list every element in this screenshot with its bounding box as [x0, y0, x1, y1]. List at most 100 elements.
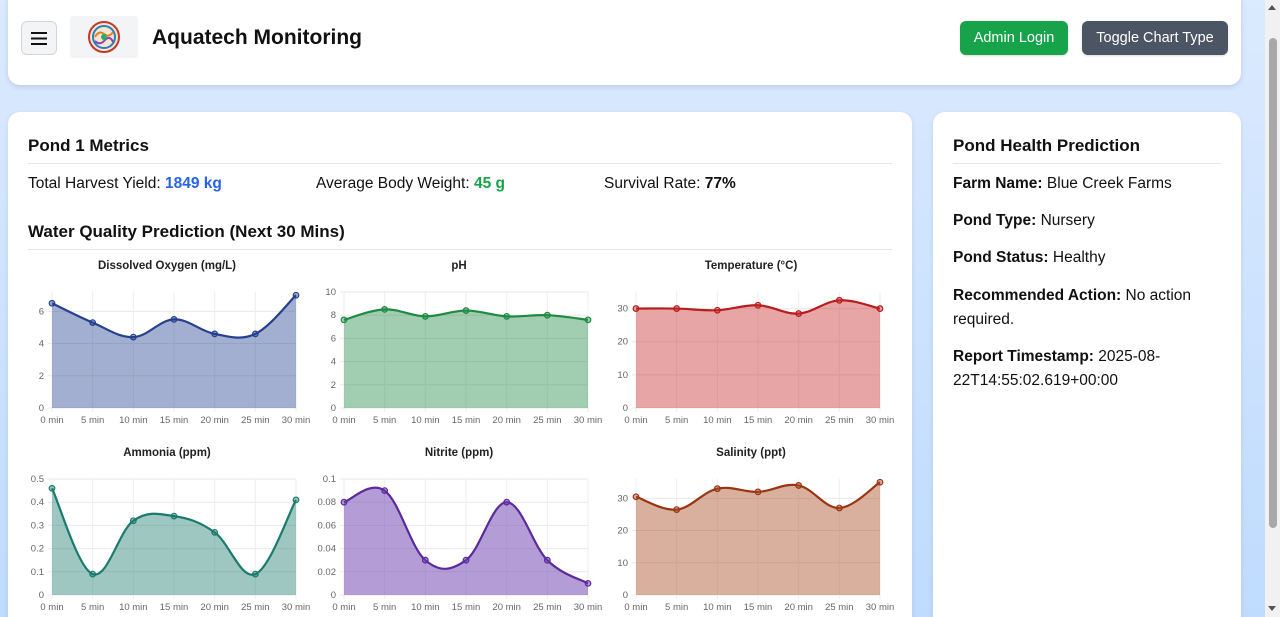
data-point[interactable]: [795, 482, 803, 489]
y-tick-label: 10: [617, 558, 628, 569]
hamburger-icon: [31, 31, 47, 45]
y-tick-label: 20: [617, 526, 628, 537]
recommended-action-value: No action required.: [953, 287, 1192, 328]
data-point[interactable]: [713, 306, 721, 314]
x-tick-label: 30 min: [282, 415, 311, 426]
x-tick-label: 10 min: [119, 415, 148, 426]
harvest-yield-metric: Total Harvest Yield: 1849 kg: [28, 175, 222, 193]
x-tick-label: 0 min: [332, 415, 355, 426]
menu-button[interactable]: [21, 21, 57, 55]
data-point[interactable]: [170, 512, 178, 520]
body-weight-metric: Average Body Weight: 45 g: [316, 175, 505, 193]
data-point[interactable]: [543, 311, 551, 319]
data-point[interactable]: [835, 296, 843, 304]
pond-status-label: Pond Status:: [953, 249, 1049, 266]
chart-plot: 0 0.1 0.2 0.3 0.4 0.5 0 min 5 min 10 min 15 min 20…: [31, 474, 311, 613]
chart-dissolved-oxygen: Dissolved Oxygen (mg/L) 0 2 4 6 0 min 5 min 10…: [22, 260, 312, 440]
data-point[interactable]: [89, 570, 97, 578]
x-tick-label: 5 min: [373, 602, 396, 613]
toggle-chart-type-button[interactable]: Toggle Chart Type: [1082, 21, 1228, 55]
divider: [953, 163, 1221, 164]
recommended-action-row: Recommended Action: No action required.: [953, 284, 1228, 332]
x-tick-label: 25 min: [825, 415, 854, 426]
scroll-up-arrow-icon[interactable]: [1268, 5, 1276, 10]
data-point[interactable]: [292, 291, 300, 299]
chart-ph: pH 0 2 4 6 8 10 0 min 5 min 10 min 15 min 20 min 25…: [314, 260, 604, 440]
data-point[interactable]: [340, 316, 348, 324]
chart-title: pH: [451, 260, 467, 272]
data-point[interactable]: [673, 506, 681, 514]
x-tick-label: 0 min: [624, 415, 647, 426]
divider: [28, 163, 892, 164]
x-tick-label: 10 min: [119, 602, 148, 613]
data-point[interactable]: [89, 319, 97, 327]
data-point[interactable]: [795, 310, 803, 317]
y-tick-label: 0.06: [318, 520, 337, 531]
x-tick-label: 20 min: [492, 415, 521, 426]
x-tick-label: 15 min: [160, 602, 189, 613]
x-tick-label: 25 min: [241, 415, 270, 426]
divider: [28, 249, 892, 250]
data-point[interactable]: [211, 528, 219, 536]
data-point[interactable]: [835, 504, 843, 512]
chart-plot: 0 2 4 6 8 10 0 min 5 min 10 min 15 min 20 min 25 mi…: [325, 287, 603, 426]
data-point[interactable]: [129, 333, 137, 341]
data-point[interactable]: [48, 299, 56, 307]
data-point[interactable]: [584, 316, 592, 324]
chart-ammonia: Ammonia (ppm) 0 0.1 0.2 0.3 0.4 0.5 0 min 5 min…: [22, 447, 312, 617]
data-point[interactable]: [503, 312, 511, 320]
pond-health-title: Pond Health Prediction: [953, 136, 1141, 155]
data-point[interactable]: [129, 517, 137, 525]
x-tick-label: 30 min: [282, 602, 311, 613]
chart-title: Ammonia (ppm): [123, 447, 211, 459]
data-point[interactable]: [251, 330, 259, 338]
data-point[interactable]: [381, 306, 389, 313]
data-point[interactable]: [876, 478, 884, 486]
series-area: [52, 295, 296, 408]
y-tick-label: 0.02: [318, 567, 337, 578]
data-point[interactable]: [48, 484, 56, 492]
data-point[interactable]: [381, 487, 389, 495]
data-point[interactable]: [584, 579, 592, 587]
data-point[interactable]: [876, 305, 884, 312]
data-point[interactable]: [503, 498, 511, 506]
body-weight-label: Average Body Weight:: [316, 175, 470, 192]
chart-title: Salinity (ppt): [716, 447, 786, 459]
x-tick-label: 30 min: [574, 602, 603, 613]
data-point[interactable]: [421, 556, 429, 564]
data-point[interactable]: [632, 493, 640, 501]
page-scrollbar[interactable]: [1265, 0, 1280, 617]
data-point[interactable]: [170, 315, 178, 323]
x-tick-label: 10 min: [411, 415, 440, 426]
admin-login-button[interactable]: Admin Login: [960, 21, 1068, 55]
y-tick-label: 0.5: [31, 474, 44, 485]
pond-metrics-title: Pond 1 Metrics: [28, 136, 149, 155]
scroll-down-arrow-icon[interactable]: [1268, 606, 1276, 611]
data-point[interactable]: [211, 330, 219, 338]
data-point[interactable]: [713, 485, 721, 493]
x-tick-label: 15 min: [160, 415, 189, 426]
data-point[interactable]: [462, 307, 470, 314]
data-point[interactable]: [754, 301, 762, 309]
x-tick-label: 15 min: [744, 602, 773, 613]
y-tick-label: 0.2: [31, 544, 44, 555]
water-quality-title: Water Quality Prediction (Next 30 Mins): [28, 222, 345, 241]
x-tick-label: 30 min: [574, 415, 603, 426]
x-tick-label: 20 min: [492, 602, 521, 613]
data-point[interactable]: [340, 498, 348, 506]
data-point[interactable]: [754, 488, 762, 496]
recommended-action-label: Recommended Action:: [953, 287, 1122, 304]
y-tick-label: 0.08: [318, 497, 337, 508]
x-tick-label: 5 min: [665, 415, 688, 426]
series-line: [635, 481, 881, 511]
scrollbar-thumb[interactable]: [1269, 38, 1277, 528]
data-point[interactable]: [632, 305, 640, 312]
data-point[interactable]: [421, 312, 429, 320]
data-point[interactable]: [673, 305, 681, 312]
data-point[interactable]: [543, 556, 551, 564]
chart-title: Nitrite (ppm): [424, 447, 494, 459]
data-point[interactable]: [462, 556, 470, 564]
data-point[interactable]: [251, 570, 259, 578]
x-tick-label: 5 min: [81, 602, 104, 613]
data-point[interactable]: [292, 496, 300, 504]
